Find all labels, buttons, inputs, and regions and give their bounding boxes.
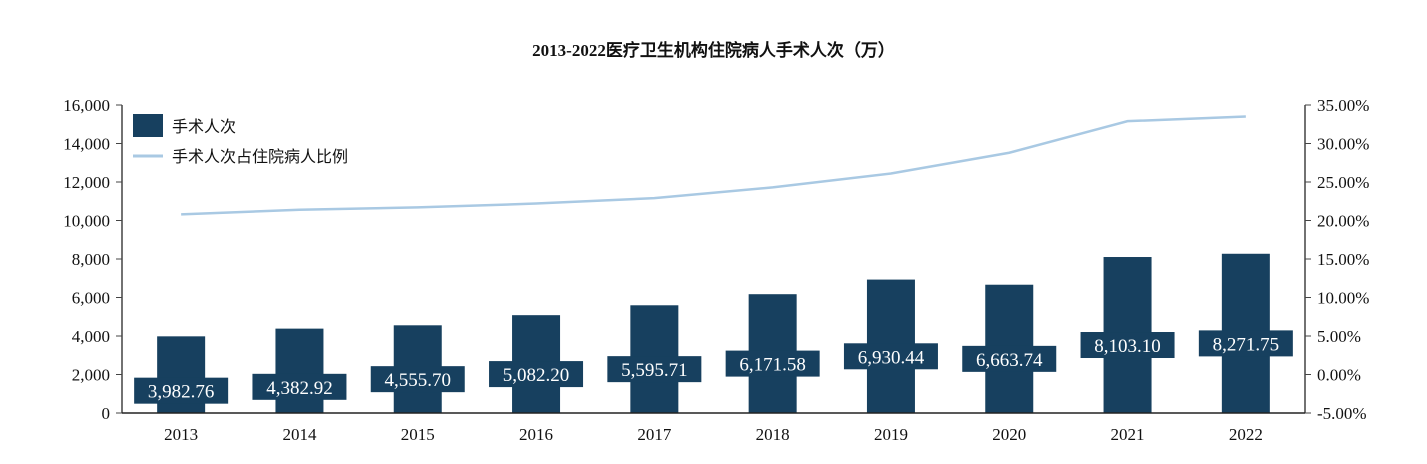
legend-bar-swatch [133, 114, 163, 137]
right-y-axis: -5.00% 0.00% 5.00% 10.00% 15.00% 20.00% 25.00%… [1304, 96, 1369, 423]
bar-label-box [725, 350, 820, 377]
bar-value-label: 5,595.71 [621, 360, 688, 381]
bar-label-box [1198, 330, 1293, 357]
right-axis-tick-label: 5.00% [1317, 327, 1361, 346]
left-y-axis: 0 2,000 4,000 6,000 8,000 10,000 12,000 14,000 1… [63, 96, 123, 423]
left-axis-tick-label: 16,000 [63, 96, 110, 115]
x-axis-tick-label: 2022 [1229, 425, 1263, 444]
right-axis-tick-label: 30.00% [1317, 135, 1369, 154]
bar [275, 328, 324, 413]
bar-value-label: 4,382.92 [266, 378, 333, 399]
legend-line-label: 手术人次占住院病人比例 [172, 147, 348, 166]
bar-value-label: 4,555.70 [385, 370, 452, 391]
left-axis-tick-label: 12,000 [63, 173, 110, 192]
x-axis: 2013 2014 2015 2016 2017 2018 2019 2020 2021 2022 [122, 412, 1305, 444]
x-axis-tick-label: 2017 [637, 425, 672, 444]
x-axis-tick-label: 2019 [874, 425, 908, 444]
bar-label-box [134, 377, 229, 404]
left-axis-tick-label: 8,000 [72, 250, 110, 269]
x-axis-tick-label: 2020 [992, 425, 1026, 444]
bar-value-label: 8,103.10 [1094, 336, 1161, 357]
bar-label-box [489, 361, 584, 388]
x-axis-tick-label: 2018 [756, 425, 790, 444]
bar-series: 3,982.76 4,382.92 4,555.70 5,082.20 5,595.71… [134, 253, 1293, 413]
legend-bar-label: 手术人次 [172, 117, 236, 136]
right-axis-tick-label: 10.00% [1317, 289, 1369, 308]
bar-value-label: 6,171.58 [739, 355, 806, 376]
right-axis-tick-label: 20.00% [1317, 212, 1369, 231]
bar-value-label: 3,982.76 [148, 382, 215, 403]
left-axis-tick-label: 4,000 [72, 327, 110, 346]
bar-label-box [370, 366, 465, 393]
right-axis-tick-label: -5.00% [1317, 404, 1367, 423]
x-axis-tick-label: 2016 [519, 425, 553, 444]
line-series [181, 115, 1246, 216]
x-axis-tick-label: 2015 [401, 425, 435, 444]
legend: 手术人次 手术人次占住院病人比例 [133, 114, 348, 166]
right-axis-tick-label: 25.00% [1317, 173, 1369, 192]
bar-label-box [1080, 332, 1175, 359]
right-axis-tick-label: 35.00% [1317, 96, 1369, 115]
bar-value-label: 8,271.75 [1213, 334, 1280, 355]
right-axis-tick-label: 15.00% [1317, 250, 1369, 269]
left-axis-tick-label: 10,000 [63, 212, 110, 231]
bar-label-box [962, 345, 1057, 372]
bar-label-box [843, 343, 938, 370]
left-axis-tick-label: 2,000 [72, 366, 110, 385]
bar-value-label: 6,930.44 [858, 347, 925, 368]
bar-value-label: 6,663.74 [976, 350, 1043, 371]
bar-label-box [252, 373, 347, 400]
left-axis-tick-label: 0 [102, 404, 111, 423]
left-axis-tick-label: 6,000 [72, 289, 110, 308]
ratio-line [181, 115, 1246, 216]
x-axis-tick-label: 2014 [282, 425, 317, 444]
bar-label-box [607, 356, 702, 383]
right-axis-tick-label: 0.00% [1317, 366, 1361, 385]
bar-value-label: 5,082.20 [503, 365, 570, 386]
x-axis-tick-label: 2021 [1111, 425, 1145, 444]
x-axis-tick-label: 2013 [164, 425, 198, 444]
chart-title: 2013-2022医疗卫生机构住院病人手术人次（万） [532, 41, 895, 60]
left-axis-tick-label: 14,000 [63, 135, 110, 154]
